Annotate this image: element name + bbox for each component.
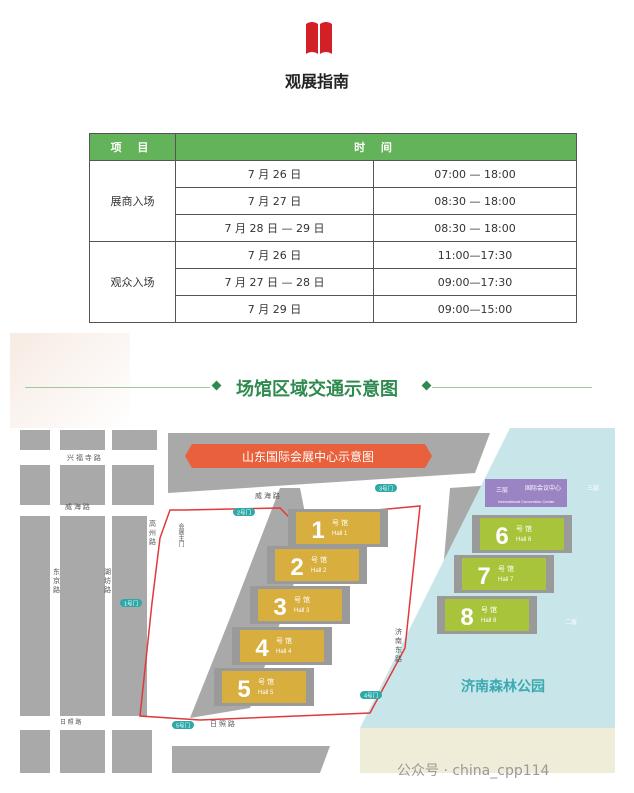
time-cell: 07:00 — 18:00: [373, 160, 577, 188]
map-label: 国际会议中心: [525, 484, 561, 492]
map-label: 高 州 路: [149, 519, 157, 546]
map-label: 兴 福 寺 路: [67, 453, 101, 462]
map-label: 7: [477, 563, 490, 590]
time-cell: 09:00—15:00: [373, 295, 577, 323]
time-cell: 08:30 — 18:00: [373, 187, 577, 215]
map-label: 号 馆: [258, 677, 274, 686]
gate-5: 5号门: [172, 721, 194, 730]
park-land: [360, 728, 615, 773]
hall-2[interactable]: 2 号 馆 Hall 2: [267, 546, 367, 584]
page-title: 观展指南: [284, 72, 349, 91]
map-label: 号 馆: [481, 605, 497, 614]
map-label: 日 照 路: [60, 718, 81, 726]
map-label: 5号门: [176, 722, 190, 730]
time-cell: 11:00—17:30: [373, 241, 577, 269]
time-cell: 09:00—17:30: [373, 268, 577, 296]
hall-5[interactable]: 5 号 馆 Hall 5: [214, 668, 314, 706]
date-cell: 7 月 26 日: [175, 241, 374, 269]
date-cell: 7 月 27 日 — 28 日: [175, 268, 374, 296]
map-label: 4号门: [364, 692, 378, 700]
table-row: 7 月 29 日 09:00—15:00: [90, 295, 577, 323]
hall-1[interactable]: 1 号 馆 Hall 1: [288, 509, 388, 547]
venue-map: 山东国际会展中心示意图 三层 国际会议中心 International Conv…: [20, 428, 615, 773]
map-label: Hall 3: [294, 608, 310, 614]
map-label: Hall 1: [332, 531, 348, 537]
map-label: 济 南 东 路: [395, 627, 403, 663]
col-header-time: 时 间: [175, 133, 577, 161]
hall-7[interactable]: 7 号 馆 Hall 7: [454, 555, 554, 593]
map-label: 2: [290, 554, 303, 581]
table-row: 7 月 27 日 08:30 — 18:00: [90, 187, 577, 215]
map-label: 3: [273, 594, 286, 621]
map-label: Hall 5: [258, 690, 274, 696]
map-label: 2号门: [237, 509, 251, 517]
map-label: 号 馆: [498, 564, 514, 573]
park-label: 济南森林公园: [461, 678, 545, 694]
map-label: 湖 坊 路: [104, 567, 112, 594]
map-label: Hall 7: [498, 577, 514, 583]
map-label: 6: [495, 523, 508, 550]
map-label: 号 馆: [294, 595, 310, 604]
map-label: 威 海 路: [65, 502, 90, 511]
hall-8[interactable]: 8 号 馆 Hall 8: [437, 596, 537, 634]
map-label: 三层: [587, 485, 599, 492]
group-label: 观众入场: [89, 241, 176, 323]
time-cell: 08:30 — 18:00: [373, 214, 577, 242]
map-label: 8: [460, 604, 473, 631]
map-label: 号 馆: [311, 555, 327, 564]
map-label: Hall 6: [516, 537, 532, 543]
gate-1: 1号门: [120, 599, 142, 608]
map-label: Hall 2: [311, 568, 327, 574]
col-header-item: 项 目: [89, 133, 176, 161]
date-cell: 7 月 28 日 — 29 日: [175, 214, 374, 242]
map-label: 二层: [565, 619, 577, 626]
hall-3[interactable]: 3 号 馆 Hall 3: [250, 586, 350, 624]
map-label: Hall 8: [481, 618, 497, 624]
map-label: 3号门: [379, 485, 393, 493]
map-label: 4: [255, 635, 269, 662]
watermark: 公众号 · china_cpp114: [397, 763, 550, 779]
map-label: 5: [237, 676, 250, 703]
intl-center: [485, 479, 567, 507]
divider: [25, 387, 210, 388]
map-label: 日 照 路: [210, 719, 235, 728]
section-title: 场馆区域交通示意图: [236, 379, 398, 400]
map-label: 东 京 路: [53, 567, 61, 594]
map-label: 1: [311, 517, 324, 544]
gate-2: 2号门: [233, 508, 255, 517]
map-label: 威 海 路: [255, 491, 280, 500]
map-label: 会展主门: [177, 522, 184, 548]
gate-4: 4号门: [360, 691, 382, 700]
gate-3: 3号门: [375, 484, 397, 493]
date-cell: 7 月 29 日: [175, 295, 374, 323]
map-banner: [185, 444, 432, 468]
open-book-icon: [306, 22, 332, 54]
group-label: 展商入场: [89, 160, 176, 242]
map-label: 号 馆: [332, 518, 348, 527]
schedule-table: 项 目时 间 展商入场 7 月 26 日 07:00 — 18:00 7 月 27 …: [89, 133, 577, 323]
divider: [432, 387, 592, 388]
table-row: 展商入场 7 月 26 日 07:00 — 18:00: [89, 160, 577, 242]
date-cell: 7 月 27 日: [175, 187, 374, 215]
table-row: 7 月 27 日 — 28 日 09:00—17:30: [90, 268, 577, 296]
map-banner-text: 山东国际会展中心示意图: [242, 449, 374, 464]
map-label: 1号门: [124, 600, 138, 608]
map-label: 号 馆: [276, 636, 292, 645]
map-label: International Convention Center: [498, 499, 555, 504]
table-row: 观众入场 7 月 26 日 11:00—17:30: [89, 241, 577, 323]
map-label: 三层: [496, 487, 508, 494]
hall-4[interactable]: 4 号 馆 Hall 4: [232, 627, 332, 665]
date-cell: 7 月 26 日: [175, 160, 374, 188]
decorative-background: [10, 333, 130, 428]
hall-6[interactable]: 6 号 馆 Hall 6: [472, 515, 572, 553]
table-row: 7 月 28 日 — 29 日 08:30 — 18:00: [90, 214, 577, 242]
map-label: Hall 4: [276, 649, 292, 655]
map-label: 号 馆: [516, 524, 532, 533]
